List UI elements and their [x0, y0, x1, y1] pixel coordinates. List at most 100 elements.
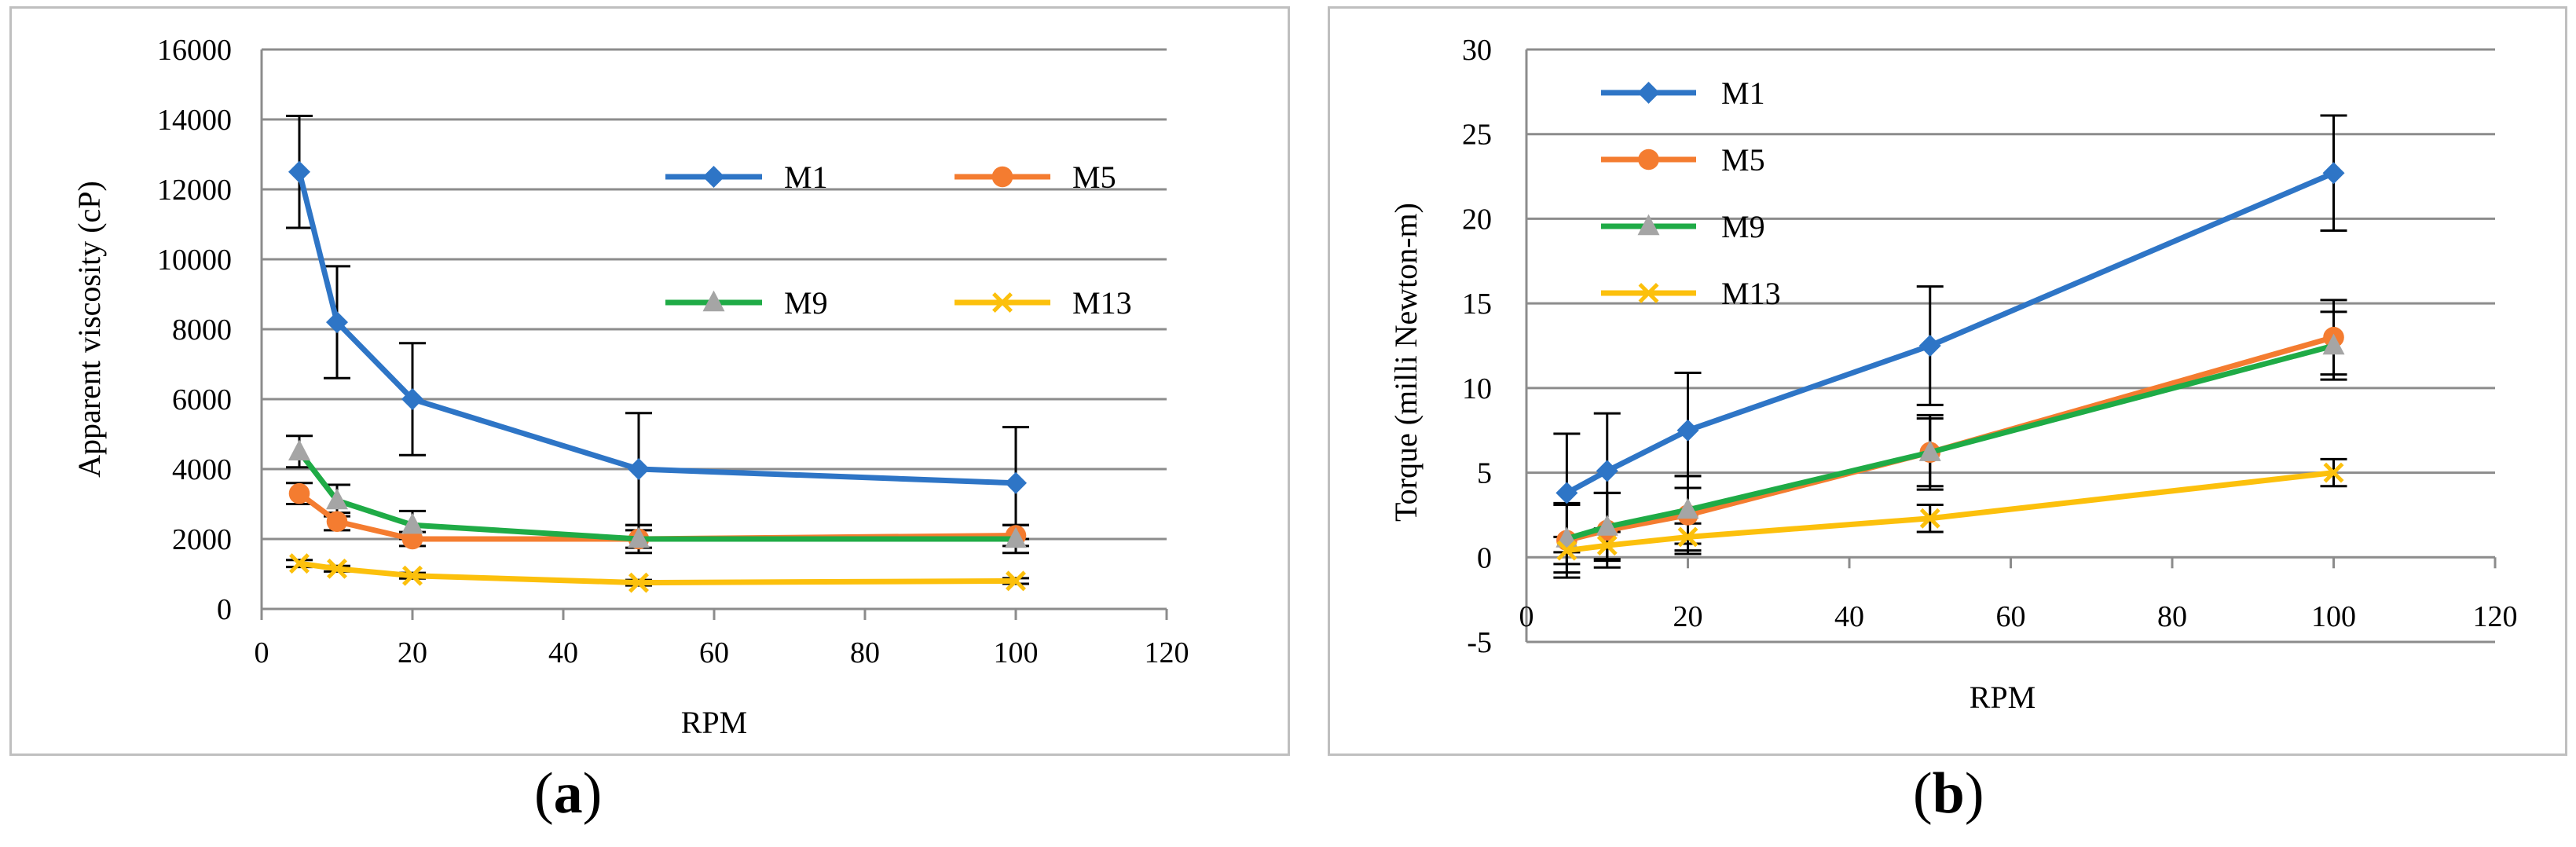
chart-b-point-M13-stroke2	[1919, 508, 1940, 529]
chart-b-point-M1	[1918, 335, 1941, 357]
chart-a-point-M1	[628, 458, 650, 480]
chart-a-xtick-label: 100	[994, 636, 1039, 669]
caption-a-close: )	[582, 761, 603, 826]
chart-a-ytick-label: 8000	[172, 314, 232, 346]
caption-b-letter: b	[1932, 761, 1965, 826]
chart-a-ytick-label: 2000	[172, 523, 232, 556]
chart-b-series-M13	[1556, 462, 2344, 561]
chart-b-ytick-label: 25	[1462, 119, 1492, 152]
chart-a-xtick-label: 20	[398, 636, 427, 669]
chart-b-point-M13	[1596, 535, 1618, 556]
chart-a-point-M13	[402, 565, 423, 586]
chart-b-gridlines	[1526, 48, 2495, 644]
chart-b-point-M13-stroke2	[1556, 540, 1577, 561]
chart-a-ytick-label: 4000	[172, 453, 232, 486]
chart-b-xtick-label: 120	[2473, 600, 2518, 633]
chart-b-point-M13	[1919, 508, 1940, 529]
caption-a-letter: a	[553, 761, 583, 826]
chart-a-point-M13-stroke2	[628, 572, 649, 593]
chart-b-legend-marker-M13-stroke2	[1638, 283, 1659, 303]
chart-b-series-M9	[1555, 333, 2345, 548]
chart-b-legend-label-M13: M13	[1721, 276, 1781, 311]
chart-b-point-M1	[1555, 482, 1578, 504]
chart-a-point-M9	[288, 439, 310, 460]
chart-a-legend-label-M1: M1	[784, 160, 828, 195]
chart-a-ylabel: Apparent viscosity (cP)	[71, 181, 107, 478]
chart-b-legend-marker-M5	[1638, 148, 1659, 170]
chart-b-point-M1	[1676, 419, 1699, 442]
chart-b-point-M9	[2322, 333, 2345, 355]
caption-b-close: )	[1964, 761, 1984, 826]
chart-b-xtick-label: 20	[1673, 600, 1703, 633]
chart-b-point-M1	[2322, 162, 2345, 185]
chart-a-point-M13	[289, 553, 310, 574]
chart-a-xtick-label: 40	[548, 636, 578, 669]
chart-b-xtick-label: 40	[1834, 600, 1864, 633]
chart-a-point-M13	[327, 558, 347, 579]
chart-a-legend-label-M13: M13	[1072, 285, 1132, 321]
chart-b-point-M1	[1596, 460, 1618, 482]
chart-b-ytick-label: 20	[1462, 203, 1492, 236]
chart-a-ytick-label: 6000	[172, 383, 232, 416]
chart-b-point-M13	[1556, 540, 1577, 561]
chart-b-ytick-label: 0	[1477, 541, 1492, 574]
chart-b-error-bars	[1553, 114, 2347, 579]
chart-a-point-M9	[326, 488, 348, 510]
chart-a-legend-label-M9: M9	[784, 285, 828, 321]
chart-b-legend-label-M5: M5	[1721, 142, 1765, 178]
chart-a-point-M9	[1005, 526, 1027, 548]
chart-b-point-M9	[1918, 440, 1941, 461]
caption-b: (b)	[1913, 761, 1984, 827]
chart-b-legend-marker-M9	[1637, 214, 1660, 236]
chart-a-point-M13-stroke2	[327, 558, 347, 579]
chart-b-ylabel: Torque (milli Newton-m)	[1388, 203, 1424, 522]
chart-a-point-M13-stroke2	[289, 553, 310, 574]
chart-a-error-bars	[286, 115, 1029, 587]
chart-a-legend-marker-M13-stroke2	[992, 292, 1013, 313]
chart-b-ytick-label: 30	[1462, 34, 1492, 67]
chart-a-point-M1	[326, 311, 348, 334]
chart-b-xtick-label: 0	[1519, 600, 1534, 633]
chart-b-point-M9	[1596, 515, 1618, 536]
chart-b-xtick-label: 100	[2311, 600, 2356, 633]
chart-b-ytick-label: 15	[1462, 288, 1492, 321]
chart-a-point-M1	[1005, 471, 1027, 494]
chart-a-ytick-label: 0	[217, 593, 232, 626]
chart-b-xlabel: RPM	[1970, 680, 2036, 715]
chart-a-legend-label-M5: M5	[1072, 160, 1116, 195]
chart-a-xtick-label: 80	[850, 636, 880, 669]
chart-b-point-M13-stroke2	[1677, 526, 1698, 548]
chart-b-legend: M1 M5 M9 M13	[1601, 75, 1781, 311]
chart-a-point-M13	[1006, 570, 1026, 592]
chart-a-point-M13	[628, 572, 649, 593]
chart-a-point-M9	[628, 526, 650, 548]
chart-a-xtick-label: 60	[699, 636, 729, 669]
chart-a-point-M1	[288, 160, 310, 183]
chart-b-point-M13-stroke2	[1596, 535, 1618, 556]
chart-b-point-M13	[2323, 462, 2344, 483]
chart-b-xtick-label: 60	[1996, 600, 2026, 633]
chart-a-xlabel: RPM	[681, 705, 748, 740]
chart-a-xtick-label: 120	[1145, 636, 1189, 669]
chart-a-series-M9	[288, 439, 1027, 548]
chart-b-svg: -5 0 5 10 15 20 25 30 0 20 40 60 80 100 120 RPM Torque (…	[1388, 34, 2518, 715]
chart-a-point-M9	[401, 512, 423, 534]
chart-a-point-M1	[401, 388, 423, 410]
caption-a-open: (	[534, 761, 554, 826]
chart-b-legend-marker-M13	[1638, 283, 1659, 303]
chart-a-legend-marker-M5	[991, 166, 1013, 188]
chart-a-point-M13-stroke2	[402, 565, 423, 586]
chart-a-xtick-label: 0	[255, 636, 269, 669]
chart-a-line-M1	[296, 170, 1017, 486]
caption-a: (a)	[534, 761, 602, 827]
chart-a-svg: 0 2000 4000 6000 8000 10000 12000 14000 16000 0 20…	[71, 34, 1189, 740]
chart-a-ytick-label: 12000	[157, 174, 232, 207]
caption-b-open: (	[1913, 761, 1933, 826]
chart-a-point-M5	[326, 511, 348, 533]
chart-panel-a: 0 2000 4000 6000 8000 10000 12000 14000 16000 0 20…	[9, 6, 1290, 756]
chart-b-point-M9	[1676, 497, 1699, 519]
chart-b-ytick-label: -5	[1467, 626, 1492, 659]
chart-a-series-M13	[289, 553, 1026, 593]
chart-b-ytick-label: 5	[1477, 457, 1492, 490]
chart-a-legend-marker-M13	[992, 292, 1013, 313]
